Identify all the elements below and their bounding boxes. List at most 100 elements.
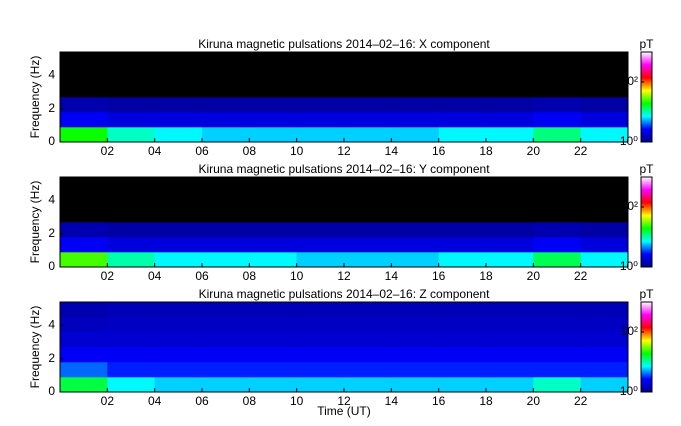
cell: [60, 222, 108, 238]
cell: [438, 177, 487, 193]
cell: [60, 67, 108, 83]
y-axis-label: Frequency (Hz): [28, 181, 42, 264]
cell: [249, 377, 297, 393]
x-tick-label: 02: [101, 269, 115, 283]
cell: [249, 237, 297, 253]
x-tick-label: 10: [290, 394, 304, 408]
cell: [533, 52, 581, 68]
cell: [344, 317, 392, 333]
cell: [249, 112, 297, 128]
colorbar-label: pT: [639, 37, 654, 51]
cell: [391, 67, 439, 83]
cell: [154, 222, 203, 238]
cell: [296, 112, 345, 128]
x-tick-label: 10: [290, 144, 304, 158]
x-tick-label: 14: [385, 144, 399, 158]
panel-title: Kiruna magnetic pulsations 2014–02–16: X…: [198, 37, 490, 51]
colorbar: [640, 176, 653, 268]
cell: [296, 97, 345, 113]
cell: [533, 127, 581, 143]
x-tick-label: 18: [479, 394, 493, 408]
cell: [580, 252, 629, 268]
colorbar-label: pT: [639, 287, 654, 301]
cell: [533, 377, 581, 393]
cell: [344, 192, 392, 208]
cell: [580, 332, 629, 348]
cell: [107, 302, 155, 318]
cell: [60, 112, 108, 128]
cell: [391, 362, 439, 378]
cell: [391, 127, 439, 143]
cell: [438, 362, 487, 378]
colorbar-tick-label: 10⁰: [620, 259, 638, 273]
y-axis-label: Frequency (Hz): [28, 306, 42, 389]
cell: [60, 52, 108, 68]
x-tick-label: 18: [479, 269, 493, 283]
y-tick-label: 4: [48, 193, 55, 207]
cell: [486, 302, 534, 318]
cell: [107, 127, 155, 143]
x-tick-label: 08: [243, 269, 257, 283]
cell: [344, 302, 392, 318]
cell: [580, 317, 629, 333]
cell: [249, 192, 297, 208]
cell: [580, 97, 629, 113]
cell: [344, 207, 392, 223]
cell: [344, 127, 392, 143]
y-tick-label: 0: [48, 259, 55, 273]
cell: [107, 177, 155, 193]
cell: [391, 317, 439, 333]
x-tick-label: 12: [337, 144, 351, 158]
cell: [154, 237, 203, 253]
cell: [580, 82, 629, 98]
cell: [344, 377, 392, 393]
y-tick-label: 2: [48, 101, 55, 115]
cell: [580, 127, 629, 143]
cell: [391, 347, 439, 363]
cell: [438, 97, 487, 113]
cell: [533, 347, 581, 363]
cell: [60, 302, 108, 318]
cell: [533, 332, 581, 348]
cell: [438, 377, 487, 393]
x-tick-label: 12: [337, 269, 351, 283]
colorbar-tick-label: 10²: [621, 324, 638, 338]
cell: [154, 52, 203, 68]
cell: [391, 377, 439, 393]
cell: [296, 332, 345, 348]
cell: [107, 252, 155, 268]
cell: [60, 332, 108, 348]
y-tick-label: 4: [48, 68, 55, 82]
cell: [60, 252, 108, 268]
cell: [296, 377, 345, 393]
cell: [438, 67, 487, 83]
cell: [438, 82, 487, 98]
cell: [486, 332, 534, 348]
cell: [249, 52, 297, 68]
cell: [533, 112, 581, 128]
x-tick-label: 08: [243, 394, 257, 408]
cell: [202, 377, 250, 393]
cell: [438, 207, 487, 223]
cell: [154, 82, 203, 98]
cell: [438, 237, 487, 253]
cell: [486, 317, 534, 333]
cell: [154, 97, 203, 113]
x-tick-label: 10: [290, 269, 304, 283]
cell: [154, 252, 203, 268]
x-tick-label: 20: [527, 144, 541, 158]
cell: [296, 207, 345, 223]
x-tick-label: 04: [148, 144, 162, 158]
cell: [249, 347, 297, 363]
cell: [533, 97, 581, 113]
cell: [60, 207, 108, 223]
cell: [344, 332, 392, 348]
cell: [580, 302, 629, 318]
cell: [344, 347, 392, 363]
cell: [202, 67, 250, 83]
cell: [391, 252, 439, 268]
cell: [154, 377, 203, 393]
colorbar: [640, 51, 653, 143]
cell: [249, 362, 297, 378]
cell: [296, 362, 345, 378]
